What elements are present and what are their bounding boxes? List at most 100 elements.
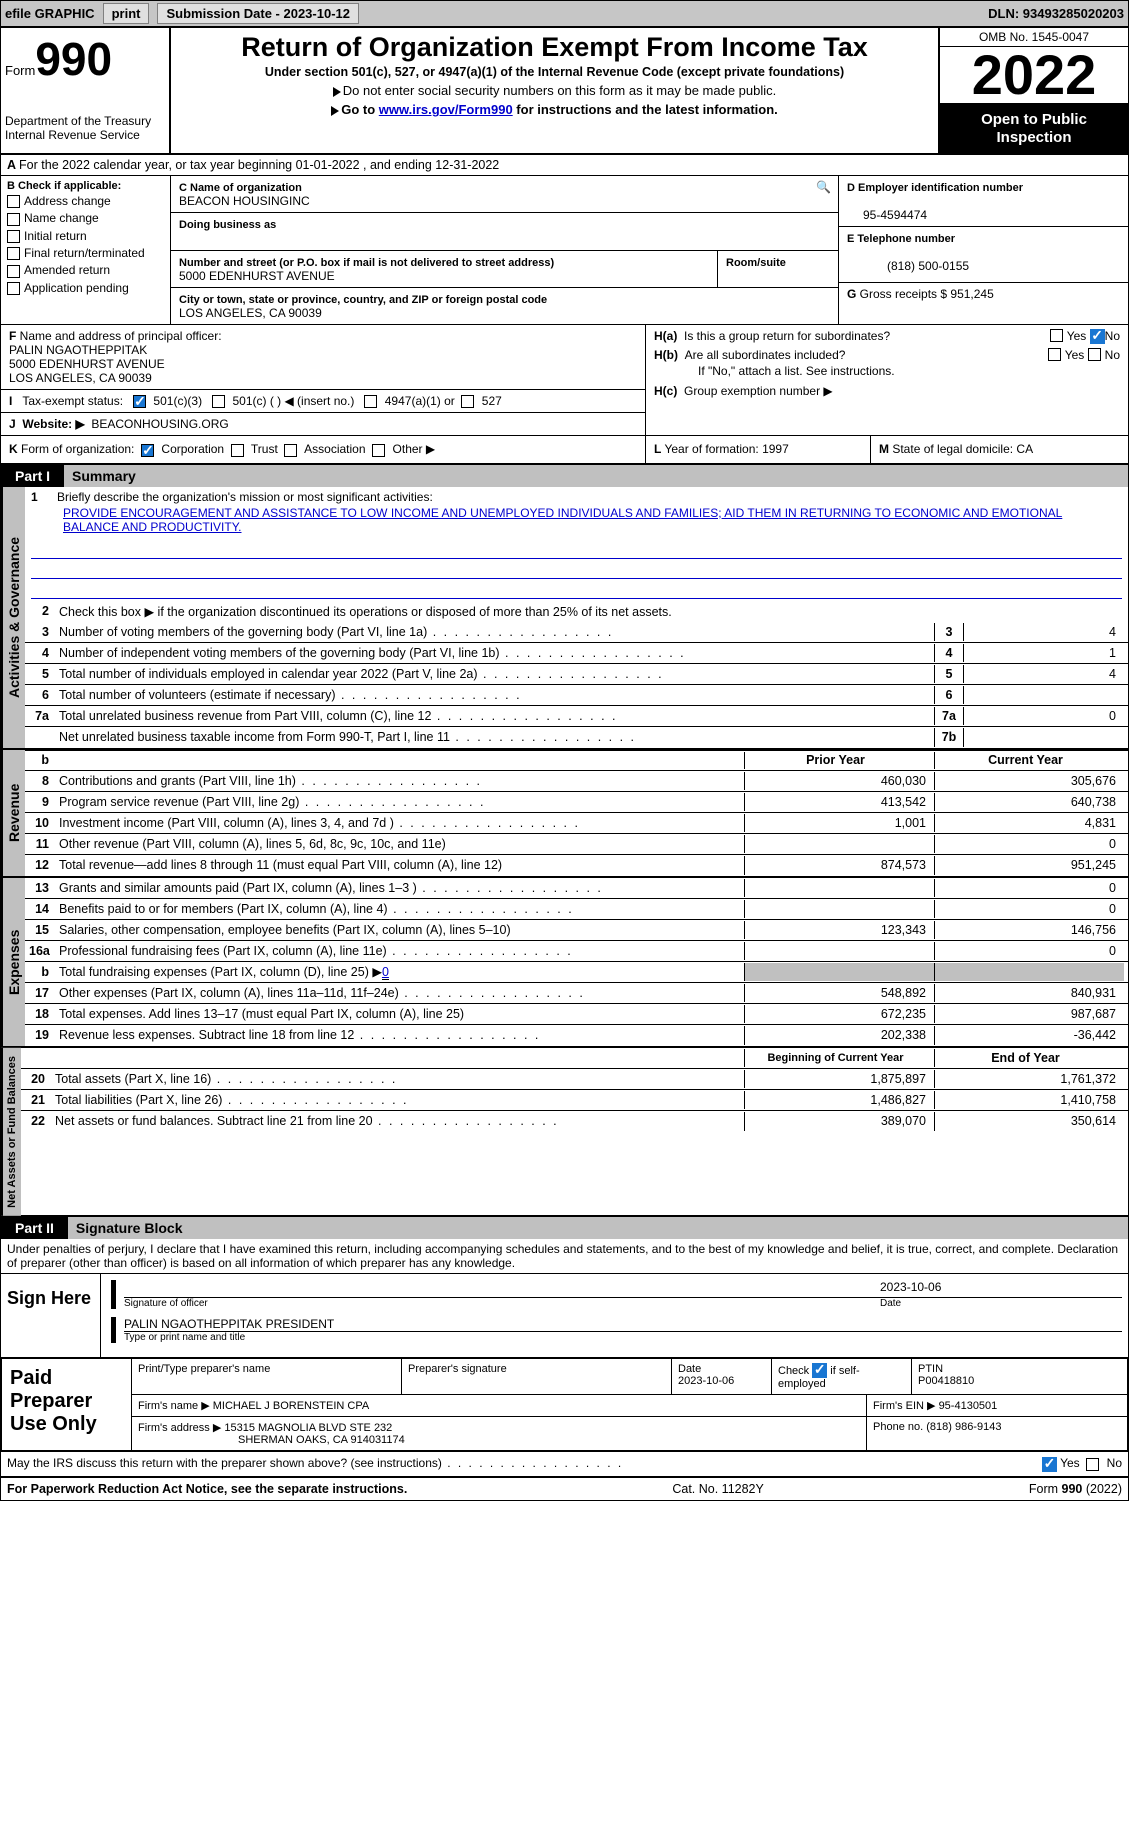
p15: 123,343 <box>744 921 934 939</box>
chk-address-change: Address change <box>24 194 111 208</box>
checkbox-icon[interactable] <box>284 444 297 457</box>
section-F: F Name and address of principal officer:… <box>1 325 645 390</box>
checkbox-icon[interactable] <box>364 395 377 408</box>
l5: Total number of individuals employed in … <box>55 667 934 681</box>
c19: -36,442 <box>934 1026 1124 1045</box>
p14 <box>744 900 934 918</box>
checkbox-icon[interactable] <box>7 247 20 260</box>
checkbox-icon[interactable] <box>1048 348 1061 361</box>
l1-label: Briefly describe the organization's miss… <box>57 490 433 504</box>
l17: Other expenses (Part IX, column (A), lin… <box>55 986 744 1000</box>
v4: 1 <box>964 644 1124 662</box>
ptin: P00418810 <box>918 1375 974 1387</box>
hdr-end: End of Year <box>934 1049 1124 1067</box>
H-c: Group exemption number ▶ <box>684 384 833 398</box>
p19: 202,338 <box>744 1026 934 1045</box>
p22: 389,070 <box>744 1112 934 1131</box>
declaration: Under penalties of perjury, I declare th… <box>1 1239 1128 1274</box>
l11: Other revenue (Part VIII, column (A), li… <box>55 837 744 851</box>
checkbox-icon[interactable] <box>141 444 154 457</box>
part-2-title: Signature Block <box>68 1217 1128 1239</box>
p16b <box>744 963 934 981</box>
c10: 4,831 <box>934 814 1124 832</box>
c14: 0 <box>934 900 1124 918</box>
checkbox-icon[interactable] <box>7 230 20 243</box>
magnify-icon[interactable] <box>816 180 830 194</box>
irs-link[interactable]: www.irs.gov/Form990 <box>379 102 513 117</box>
p12: 874,573 <box>744 856 934 875</box>
l8: Contributions and grants (Part VIII, lin… <box>55 774 744 788</box>
city-state-zip: LOS ANGELES, CA 90039 <box>179 306 322 320</box>
c16a: 0 <box>934 942 1124 960</box>
vert-net-assets: Net Assets or Fund Balances <box>1 1048 21 1216</box>
v6 <box>964 686 1124 704</box>
checkbox-icon[interactable] <box>212 395 225 408</box>
checkbox-icon[interactable] <box>7 265 20 278</box>
l14: Benefits paid to or for members (Part IX… <box>55 902 744 916</box>
checkbox-icon[interactable] <box>461 395 474 408</box>
chk-name-change: Name change <box>24 211 99 225</box>
form-subtitle: Under section 501(c), 527, or 4947(a)(1)… <box>179 65 930 79</box>
c16b <box>934 963 1124 981</box>
gross-label: Gross receipts $ <box>860 287 947 301</box>
form-number: Form990 <box>5 32 165 86</box>
section-B: B Check if applicable: Address change Na… <box>1 176 171 324</box>
form-title: Return of Organization Exempt From Incom… <box>179 32 930 63</box>
part-2-label: Part II <box>1 1217 68 1239</box>
checkbox-checked-icon[interactable] <box>1042 1457 1057 1472</box>
footer: For Paperwork Reduction Act Notice, see … <box>1 1478 1128 1500</box>
l9: Program service revenue (Part VIII, line… <box>55 795 744 809</box>
section-K: K Form of organization: Corporation Trus… <box>1 436 646 462</box>
chk-pending: Application pending <box>24 281 129 295</box>
officer-addr1: 5000 EDENHURST AVENUE <box>9 357 165 371</box>
pt-check: Check if self-employed <box>778 1365 860 1391</box>
p20: 1,875,897 <box>744 1070 934 1088</box>
checkbox-icon[interactable] <box>7 213 20 226</box>
checkbox-icon[interactable] <box>1088 348 1101 361</box>
H-note: If "No," attach a list. See instructions… <box>654 364 1120 378</box>
sign-here-block: Sign Here 2023-10-06 Signature of office… <box>1 1274 1128 1358</box>
sig-of-officer: Signature of officer <box>124 1298 872 1309</box>
l13: Grants and similar amounts paid (Part IX… <box>55 881 744 895</box>
checkbox-icon[interactable] <box>7 195 20 208</box>
l16b: Total fundraising expenses (Part IX, col… <box>55 964 744 979</box>
mission-text: PROVIDE ENCOURAGEMENT AND ASSISTANCE TO … <box>57 504 1122 536</box>
hdr-beg: Beginning of Current Year <box>744 1049 934 1067</box>
discuss-row: May the IRS discuss this return with the… <box>1 1451 1128 1477</box>
checkbox-icon[interactable] <box>231 444 244 457</box>
pt-date: 2023-10-06 <box>678 1375 734 1387</box>
pt-sig-lbl: Preparer's signature <box>408 1363 507 1375</box>
c8: 305,676 <box>934 772 1124 790</box>
officer-addr2: LOS ANGELES, CA 90039 <box>9 371 152 385</box>
p11 <box>744 835 934 853</box>
form-header: Form990 Department of the Treasury Inter… <box>1 28 1128 155</box>
checkbox-icon[interactable] <box>7 282 20 295</box>
checkbox-icon[interactable] <box>1050 329 1063 342</box>
arrow-icon <box>331 106 339 116</box>
p10: 1,001 <box>744 814 934 832</box>
l20: Total assets (Part X, line 16) <box>51 1072 744 1086</box>
checkbox-icon[interactable] <box>372 444 385 457</box>
l12: Total revenue—add lines 8 through 11 (mu… <box>55 858 744 872</box>
print-button[interactable]: print <box>103 3 150 24</box>
firm-addr2: SHERMAN OAKS, CA 914031174 <box>138 1434 405 1446</box>
p8: 460,030 <box>744 772 934 790</box>
v7a: 0 <box>964 707 1124 725</box>
addr-label: Number and street (or P.O. box if mail i… <box>179 257 554 269</box>
l15: Salaries, other compensation, employee b… <box>55 923 744 937</box>
v5: 4 <box>964 665 1124 683</box>
c15: 146,756 <box>934 921 1124 939</box>
checkbox-icon[interactable] <box>1086 1458 1099 1471</box>
checkbox-checked-icon[interactable] <box>812 1363 827 1378</box>
l2: Check this box ▶ if the organization dis… <box>55 604 1124 619</box>
c18: 987,687 <box>934 1005 1124 1023</box>
c21: 1,410,758 <box>934 1091 1124 1109</box>
hdr-prior: Prior Year <box>744 752 934 769</box>
l4: Number of independent voting members of … <box>55 646 934 660</box>
date-label: Date <box>872 1298 1122 1309</box>
c20: 1,761,372 <box>934 1070 1124 1088</box>
department: Department of the Treasury Internal Reve… <box>5 114 165 143</box>
l19: Revenue less expenses. Subtract line 18 … <box>55 1028 744 1042</box>
checkbox-checked-icon[interactable] <box>1090 329 1105 344</box>
checkbox-icon[interactable] <box>133 395 146 408</box>
